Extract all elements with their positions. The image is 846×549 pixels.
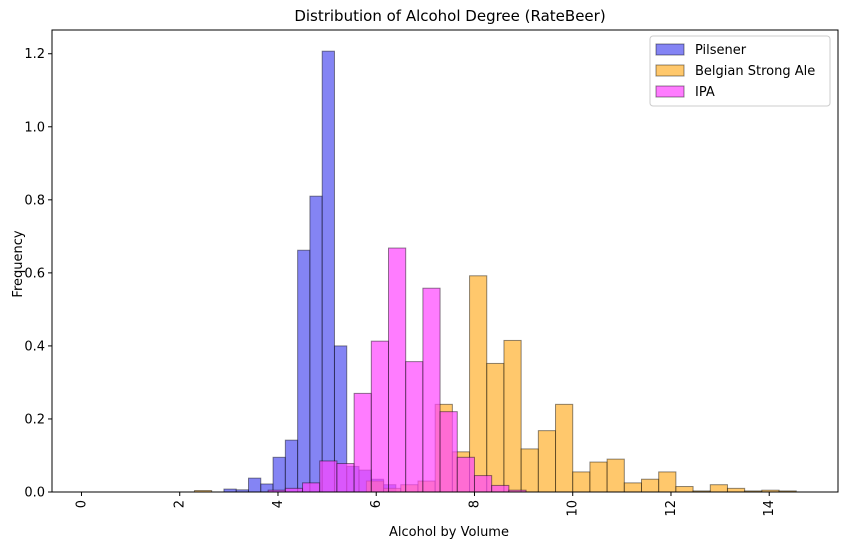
x-tick-label: 0 — [74, 500, 89, 508]
x-axis-label: Alcohol by Volume — [389, 525, 509, 540]
bar-ipa-12 — [473, 475, 493, 493]
legend-label-ipa: IPA — [695, 85, 715, 100]
y-tick-label: 0.6 — [24, 266, 45, 281]
legend-label-pilsener: Pilsener — [695, 43, 747, 58]
bar-ipa-2 — [302, 482, 321, 493]
bar-pilsener-8 — [321, 50, 335, 493]
bar-ipa-5 — [353, 392, 372, 493]
y-tick-label: 1.2 — [24, 47, 45, 62]
bar-belgian-strong-ale-13 — [572, 471, 591, 493]
bar-belgian-strong-ale-12 — [555, 403, 574, 493]
x-tick-label: 2 — [173, 500, 188, 508]
bar-belgian-strong-ale-15 — [606, 458, 625, 493]
legend-swatch-ipa — [655, 85, 685, 98]
bar-ipa-1 — [284, 487, 304, 493]
chart-title: Distribution of Alcohol Degree (RateBeer… — [294, 7, 605, 25]
y-tick-label: 0.8 — [24, 193, 45, 208]
legend-label-belgian-strong-ale: Belgian Strong Ale — [695, 64, 815, 79]
bar-belgian-strong-ale-19 — [675, 486, 694, 493]
bar-belgian-strong-ale-10 — [520, 448, 539, 493]
x-tick-label: 12 — [664, 500, 679, 517]
y-tick-label: 0.0 — [24, 486, 45, 501]
bar-ipa-3 — [319, 460, 338, 493]
bar-pilsener-2 — [248, 477, 262, 493]
x-tick-label: 10 — [566, 500, 581, 517]
bar-ipa-6 — [370, 340, 390, 493]
axes-layer: 0 2 4 6 8 10 12 14 0.0 0.2 0.4 0.6 0.8 1.0 1.2 — [24, 29, 839, 517]
bar-ipa-13 — [491, 484, 510, 493]
bar-belgian-strong-ale-8 — [486, 362, 505, 493]
legend: Pilsener Belgian Strong Ale IPA — [649, 35, 831, 107]
y-axis-label: Frequency — [11, 230, 26, 297]
bar-ipa-10 — [439, 411, 458, 493]
bar-ipa-9 — [422, 287, 441, 493]
bar-belgian-strong-ale-14 — [589, 461, 608, 493]
x-tick-label: 4 — [271, 500, 286, 508]
y-tick-label: 0.4 — [24, 339, 45, 354]
bar-belgian-strong-ale-16 — [623, 482, 643, 493]
bar-belgian-strong-ale-18 — [658, 471, 677, 493]
bar-pilsener-4 — [272, 456, 286, 493]
bar-belgian-strong-ale-11 — [537, 430, 557, 493]
x-tick-label: 14 — [762, 500, 777, 517]
bar-belgian-strong-ale-9 — [503, 339, 522, 493]
legend-box — [649, 35, 831, 107]
y-tick-label: 0.2 — [24, 412, 45, 427]
y-tick-label: 1.0 — [24, 120, 45, 135]
bar-pilsener-5 — [284, 439, 299, 493]
bar-ipa-7 — [388, 247, 407, 493]
bar-belgian-strong-ale-21 — [709, 484, 728, 493]
legend-swatch-belgian-strong-ale — [655, 64, 685, 77]
bar-belgian-strong-ale-17 — [641, 478, 660, 493]
bars-layer — [193, 50, 797, 493]
bar-pilsener-7 — [309, 195, 323, 493]
bar-belgian-strong-ale-22 — [726, 487, 746, 493]
legend-swatch-pilsener — [655, 43, 685, 56]
x-tick-label: 6 — [369, 500, 384, 508]
bar-ipa-8 — [405, 361, 424, 493]
bar-pilsener-6 — [297, 249, 311, 493]
bar-ipa-4 — [336, 463, 355, 493]
x-tick-label: 8 — [467, 500, 482, 508]
plot-frame — [51, 29, 839, 493]
bar-ipa-11 — [456, 456, 475, 493]
